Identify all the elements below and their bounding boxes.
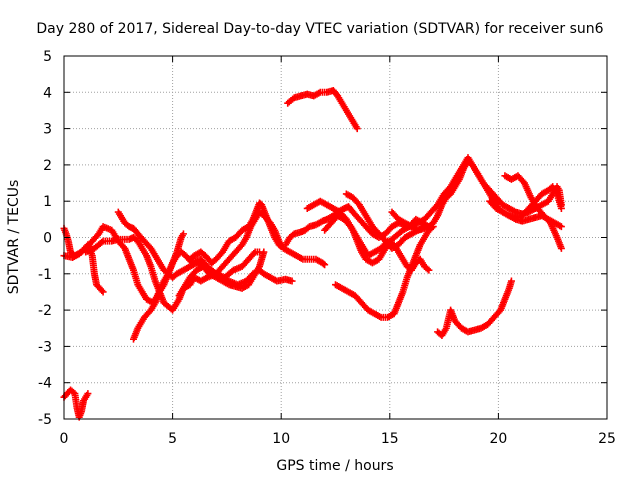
axis-ticks: 0 5 10 15 20 25 -5 -4 -3 -2 -1 0 1 2 3 4 5 [38,49,616,447]
x-tick-label: 15 [381,431,399,447]
y-tick-label: 3 [43,122,52,138]
data-point [557,204,565,212]
y-tick-label: 5 [43,49,52,65]
data-point [427,223,435,231]
data-point [423,265,431,273]
y-tick-label: 4 [43,85,52,101]
series-s16 [434,277,515,340]
data-point [179,230,187,238]
series-s1 [60,386,92,421]
data-point [353,125,361,133]
series-s17 [486,183,565,222]
data-point [557,244,565,252]
series-s7 [175,248,268,300]
x-axis-label: GPS time / hours [276,458,393,474]
grid-lines [64,56,607,419]
data-point [276,242,284,250]
series-s18 [501,172,565,252]
data-point [320,260,328,268]
data-point [277,243,285,251]
series-s14 [342,190,435,252]
series-s8 [186,199,285,267]
y-tick-label: 2 [43,158,52,174]
data-point [260,248,268,256]
x-tick-label: 0 [60,431,69,447]
data-point [557,223,565,231]
data-points [60,86,565,421]
y-tick-label: -1 [38,267,52,283]
x-tick-label: 20 [489,431,507,447]
x-tick-label: 25 [598,431,616,447]
y-tick-label: 0 [43,231,52,247]
data-point [288,277,296,285]
data-point [425,266,433,274]
chart-title: Day 280 of 2017, Sidereal Day-to-day VTE… [36,21,603,37]
data-point [507,277,515,285]
y-axis-label: SDTVAR / TECUs [6,180,22,295]
y-tick-label: 1 [43,194,52,210]
y-tick-label: -4 [38,376,52,392]
data-point [99,288,107,296]
data-point [321,261,329,269]
data-point [250,249,258,257]
series-s9 [284,86,361,133]
data-point [98,238,106,246]
x-tick-label: 10 [272,431,290,447]
series-s6 [130,230,187,343]
data-point [84,390,92,398]
y-tick-label: -5 [38,412,52,428]
data-point [98,286,106,294]
y-tick-label: -3 [38,339,52,355]
y-tick-label: -2 [38,303,52,319]
x-tick-label: 5 [168,431,177,447]
